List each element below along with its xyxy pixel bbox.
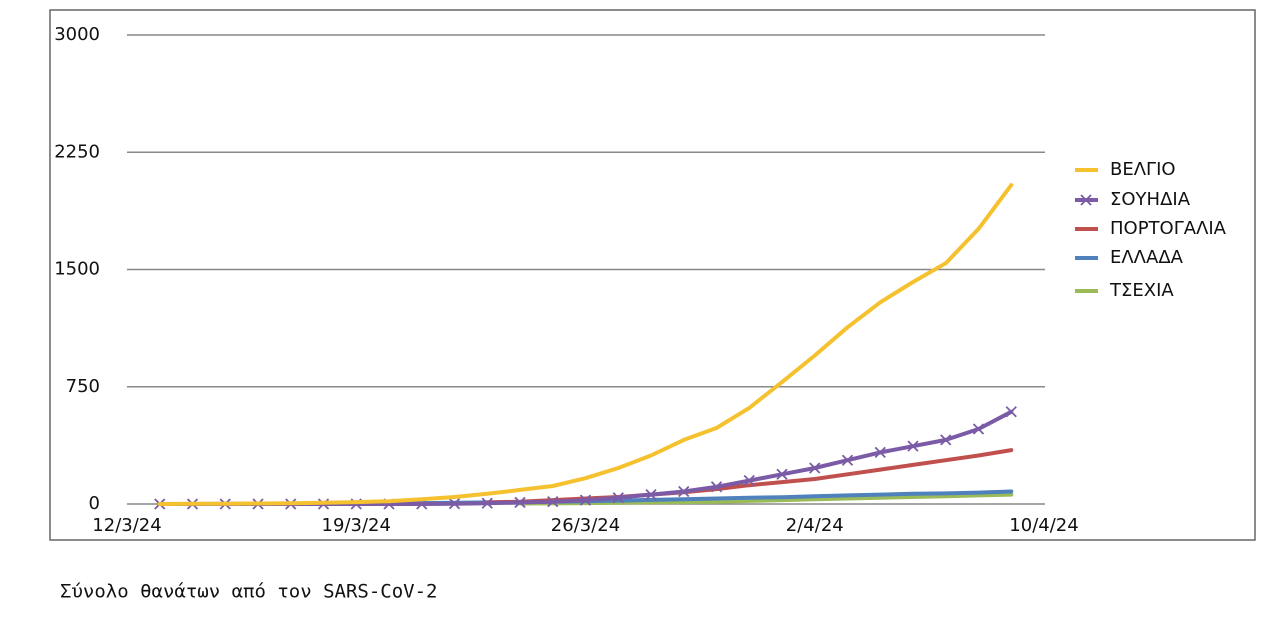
legend-marker (1080, 194, 1092, 206)
series-marker (874, 446, 886, 459)
series-marker (514, 496, 526, 509)
y-tick-label: 3000 (54, 24, 100, 45)
series-marker (743, 474, 755, 487)
chart-frame (49, 9, 1256, 541)
x-tick-label: 10/4/24 (1009, 515, 1078, 536)
series-marker (710, 481, 723, 493)
series-marker (579, 494, 592, 506)
legend-label: ΣΟΥΗΔΙΑ (1110, 189, 1191, 210)
x-tick-label: 26/3/24 (551, 515, 620, 536)
series-marker (547, 496, 559, 508)
y-tick-label: 750 (66, 376, 100, 397)
series-marker (972, 423, 985, 435)
x-tick-label: 19/3/24 (322, 515, 391, 536)
series-marker (481, 497, 493, 509)
series-line (157, 183, 1014, 506)
series-marker (448, 498, 461, 510)
caption: Σύνολο θανάτων από τον SARS-CoV-2 (60, 581, 438, 603)
legend-label: ΕΛΛΑΔΑ (1110, 247, 1184, 268)
series-marker (678, 485, 690, 498)
y-tick-label: 0 (89, 493, 100, 514)
legend-label: ΒΕΛΓΙΟ (1110, 159, 1176, 180)
y-tick-label: 2250 (54, 141, 100, 162)
series-marker (841, 454, 854, 466)
series-marker (1005, 406, 1017, 418)
series-line (157, 409, 1014, 506)
series-marker (612, 492, 624, 504)
series-marker (907, 440, 919, 452)
series-marker (776, 468, 788, 480)
series-marker (645, 488, 657, 501)
series-marker (940, 434, 952, 446)
y-tick-label: 1500 (54, 259, 100, 280)
x-tick-label: 12/3/24 (92, 515, 161, 536)
legend-label: ΠΟΡΤΟΓΑΛΙΑ (1110, 218, 1227, 239)
series-marker (809, 462, 821, 474)
legend-label: ΤΣΕΧΙΑ (1109, 280, 1174, 301)
x-tick-label: 2/4/24 (786, 515, 844, 536)
